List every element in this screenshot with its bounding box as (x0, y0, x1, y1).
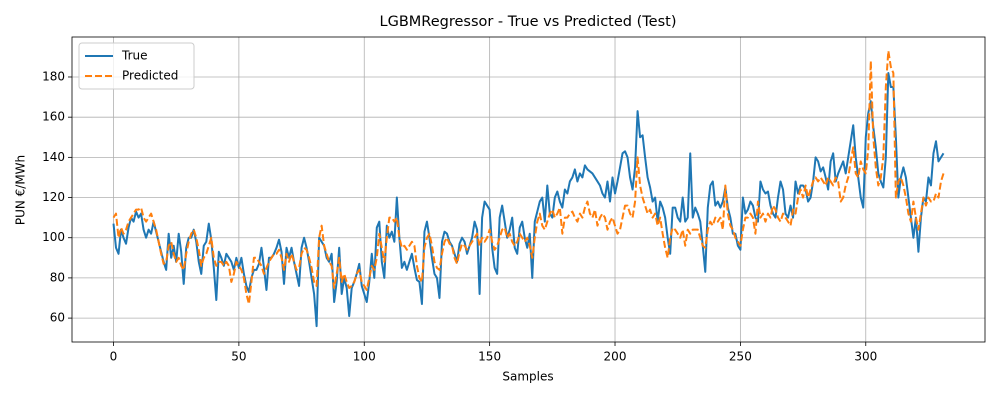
y-tick-label: 100 (42, 230, 65, 244)
y-tick-label: 180 (42, 69, 65, 83)
y-axis-label: PUN €/MWh (14, 155, 28, 225)
legend-box (78, 42, 195, 90)
chart-title: LGBMRegressor - True vs Predicted (Test) (380, 14, 677, 30)
x-tick-label: 300 (854, 350, 877, 364)
y-tick-label: 120 (42, 190, 65, 204)
x-tick-label: 50 (231, 350, 246, 364)
x-axis-label: Samples (502, 370, 553, 384)
y-tick-label: 80 (50, 270, 65, 284)
legend-label: Predicted (122, 69, 178, 83)
x-tick-label: 200 (604, 350, 627, 364)
legend: True Predicted (78, 42, 195, 90)
legend-label: True (121, 49, 148, 63)
x-tick-label: 100 (353, 350, 376, 364)
x-tick-label: 250 (729, 350, 752, 364)
y-tick-label: 160 (42, 110, 65, 124)
x-tick-label: 0 (110, 350, 118, 364)
x-tick-label: 150 (478, 350, 501, 364)
axes-frame (71, 36, 986, 343)
y-tick-label: 140 (42, 150, 65, 164)
y-tick-label: 60 (50, 311, 65, 325)
line-series (112, 49, 945, 306)
